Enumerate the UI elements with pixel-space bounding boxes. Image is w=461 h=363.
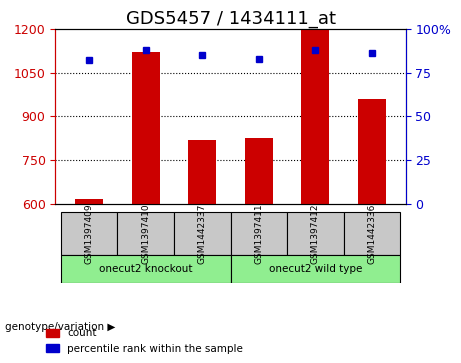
Bar bbox=[188, 140, 216, 204]
Text: GSM1442337: GSM1442337 bbox=[198, 203, 207, 264]
Text: GSM1397409: GSM1397409 bbox=[85, 203, 94, 264]
FancyBboxPatch shape bbox=[230, 255, 400, 283]
Text: GSM1442336: GSM1442336 bbox=[367, 203, 376, 264]
Text: onecut2 knockout: onecut2 knockout bbox=[99, 264, 193, 274]
Bar bbox=[358, 99, 386, 204]
Bar bbox=[245, 138, 273, 204]
FancyBboxPatch shape bbox=[61, 255, 230, 283]
Text: GSM1397411: GSM1397411 bbox=[254, 203, 263, 264]
Text: GSM1397412: GSM1397412 bbox=[311, 203, 320, 264]
FancyBboxPatch shape bbox=[174, 212, 230, 255]
Text: GSM1397410: GSM1397410 bbox=[141, 203, 150, 264]
FancyBboxPatch shape bbox=[61, 212, 118, 255]
FancyBboxPatch shape bbox=[287, 212, 343, 255]
Bar bbox=[301, 30, 330, 204]
Text: onecut2 wild type: onecut2 wild type bbox=[269, 264, 362, 274]
FancyBboxPatch shape bbox=[118, 212, 174, 255]
FancyBboxPatch shape bbox=[343, 212, 400, 255]
Title: GDS5457 / 1434111_at: GDS5457 / 1434111_at bbox=[125, 10, 336, 28]
Bar bbox=[75, 199, 103, 204]
FancyBboxPatch shape bbox=[230, 212, 287, 255]
Legend: count, percentile rank within the sample: count, percentile rank within the sample bbox=[42, 324, 247, 358]
Bar bbox=[131, 52, 160, 204]
Text: genotype/variation ▶: genotype/variation ▶ bbox=[5, 322, 115, 332]
